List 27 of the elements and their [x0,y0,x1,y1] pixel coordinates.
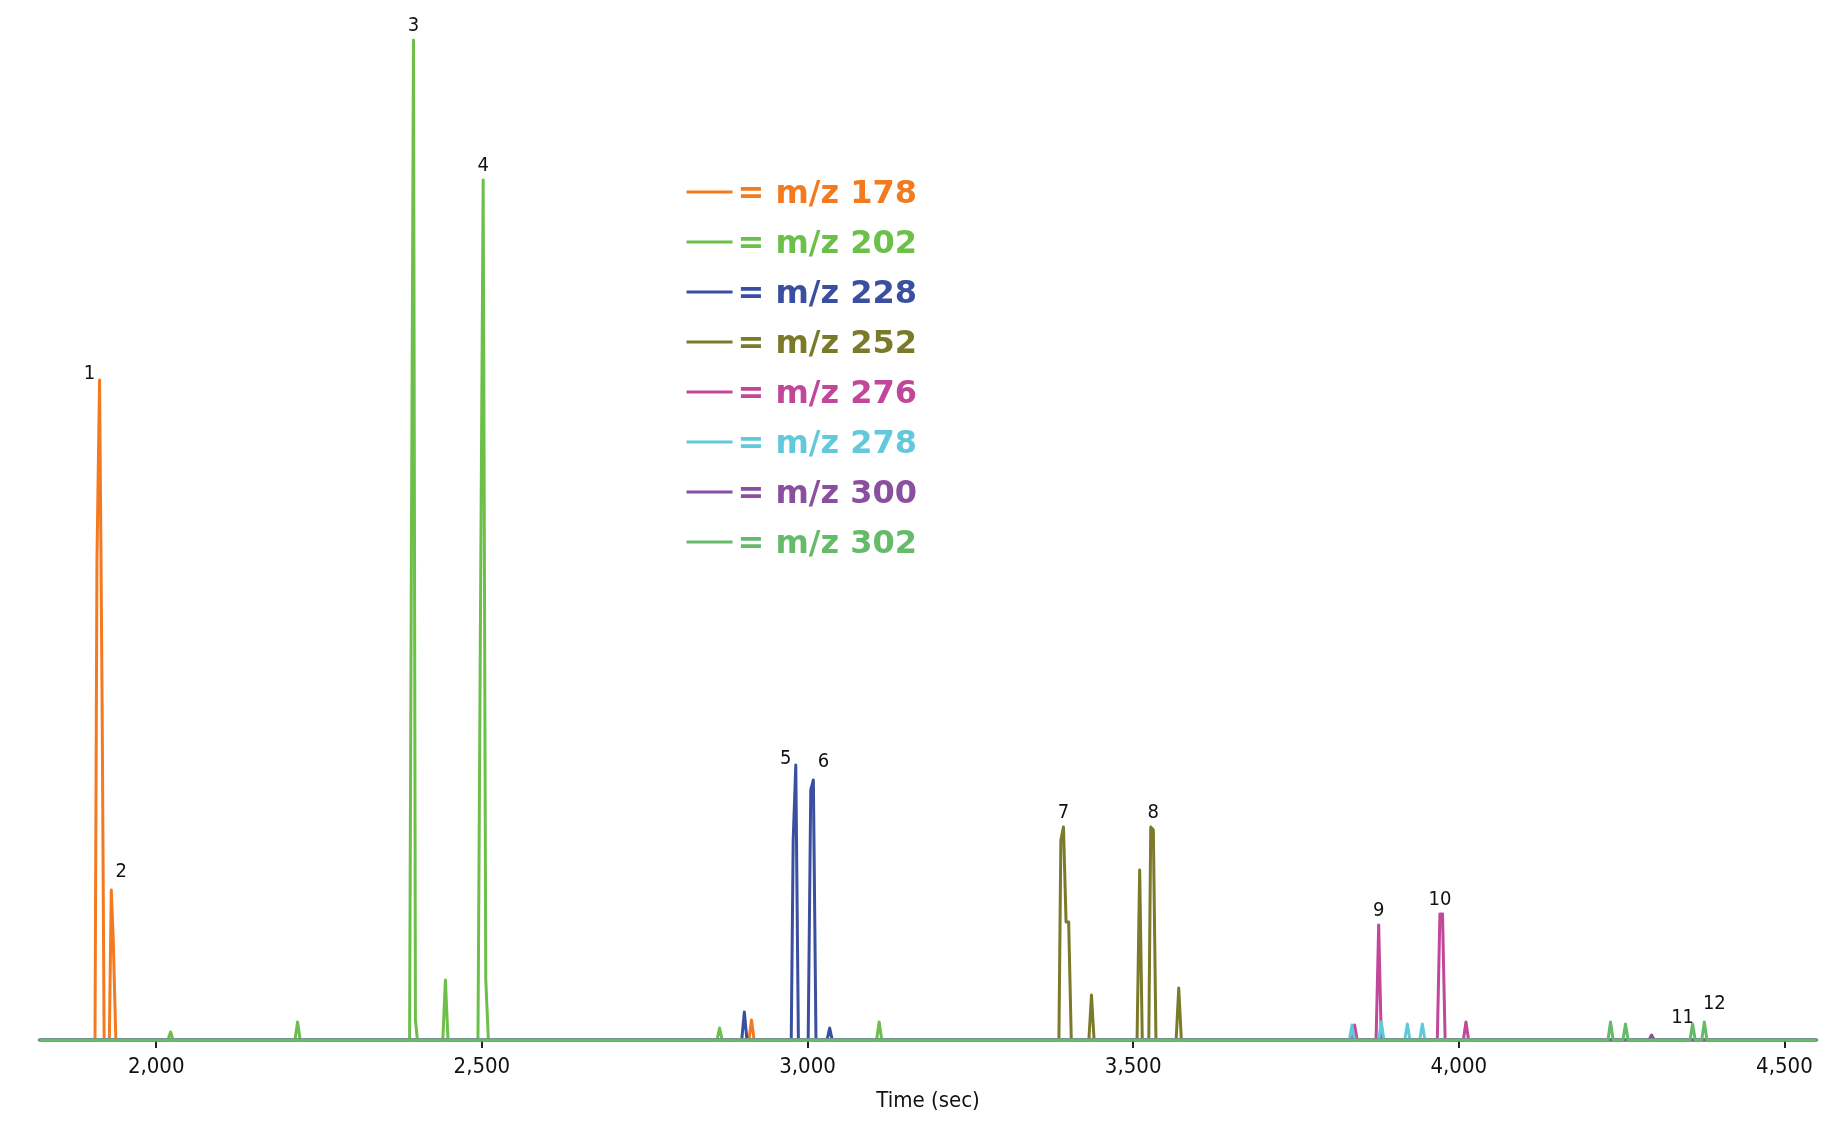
annotation: 7 [1057,799,1070,823]
annotation: 6 [817,748,830,772]
annotation: 8 [1147,799,1160,823]
annotation: 12 [1702,990,1726,1014]
legend-label: = m/z 302 [737,523,918,561]
x-axis-title: Time (sec) [875,1086,980,1112]
annotation: 10 [1428,886,1452,910]
x-tick-label: 3,500 [1104,1052,1162,1078]
legend-label: = m/z 300 [737,473,918,511]
legend-label: = m/z 278 [737,423,918,461]
x-tick-label: 4,500 [1756,1052,1813,1078]
annotation: 11 [1671,1004,1695,1028]
legend-label: = m/z 276 [737,373,918,411]
x-tick-label: 3,000 [779,1052,836,1078]
x-tick-label: 2,000 [127,1052,185,1078]
annotation: 1 [83,360,96,384]
legend-label: = m/z 228 [737,273,918,311]
annotation: 5 [780,745,792,769]
legend-label: = m/z 178 [737,173,918,211]
x-tick-label: 2,500 [453,1052,511,1078]
x-tick-label: 4,000 [1430,1052,1488,1078]
annotation: 2 [115,858,128,882]
annotation: 4 [477,152,489,176]
annotation: 3 [407,12,420,36]
legend-label: = m/z 202 [737,223,918,261]
legend-label: = m/z 252 [737,323,918,361]
annotation: 9 [1372,897,1385,921]
